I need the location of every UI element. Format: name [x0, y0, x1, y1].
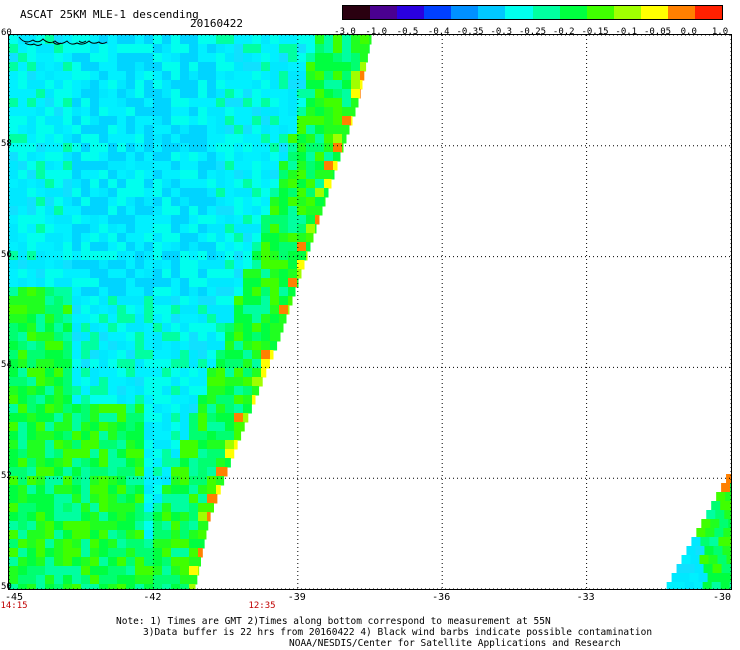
map-plot[interactable] [8, 34, 732, 590]
color-scale-swatch [451, 6, 479, 19]
longitude-tick-label: -45 [4, 592, 24, 603]
color-scale-tick-label: -0.05 [643, 27, 672, 37]
swath-cells [9, 35, 372, 589]
color-scale-swatch [586, 6, 614, 19]
longitude-tick-label: -30 [712, 592, 732, 603]
coastline [18, 36, 108, 46]
color-scale-swatch [613, 6, 641, 19]
color-scale-bar [342, 5, 723, 20]
color-scale-tick-label: -0.1 [615, 27, 638, 37]
color-scale-tick-label: 1.0 [711, 27, 729, 37]
map-date: 20160422 [190, 17, 243, 30]
latitude-tick-label: 58 [1, 138, 12, 149]
latitude-tick-label: 56 [1, 249, 12, 260]
color-scale-tick-label: -0.3 [490, 27, 513, 37]
latitude-tick-label: 54 [1, 360, 12, 371]
color-scale-swatch [559, 6, 587, 19]
color-scale-tick-label: -0.4 [427, 27, 450, 37]
color-scale-swatch [640, 6, 668, 19]
color-scale-tick-label: -0.15 [581, 27, 609, 37]
longitude-tick-label: -36 [432, 592, 451, 603]
color-scale-tick-label: -0.25 [518, 27, 547, 37]
color-scale-swatch [505, 6, 533, 19]
color-scale-tick-label: -0.35 [456, 27, 484, 37]
color-scale-swatch [343, 6, 371, 19]
color-scale-swatch [370, 6, 398, 19]
graticule [9, 35, 731, 589]
color-scale-tick-label: -0.5 [396, 27, 419, 37]
color-scale-tick-label: -1.0 [365, 27, 388, 37]
pass-time-label: 14:15 [0, 601, 28, 611]
longitude-tick-label: -33 [576, 592, 595, 603]
color-scale-swatch [695, 6, 723, 19]
color-scale-swatch [397, 6, 425, 19]
color-scale-tick-label: -3.0 [334, 27, 356, 37]
pass-time-label: 12:35 [248, 601, 276, 611]
swath-image [9, 35, 731, 589]
latitude-tick-label: 50 [1, 582, 12, 592]
latitude-tick-label: 52 [1, 471, 12, 482]
swath-cells-east [666, 474, 731, 589]
color-scale-swatch [424, 6, 452, 19]
note-line-2: 3)Data buffer is 22 hrs from 20160422 4)… [143, 627, 653, 638]
color-scale-swatch [478, 6, 506, 19]
credit-line: NOAA/NESDIS/Center for Satellite Applica… [289, 638, 621, 649]
longitude-tick-label: -39 [287, 592, 306, 603]
map-title: ASCAT 25KM MLE-1 descending [20, 8, 199, 21]
color-scale-tick-label: -0.2 [552, 27, 575, 37]
latitude-tick-label: 60 [1, 28, 12, 38]
longitude-tick-label: -42 [143, 592, 162, 603]
color-scale-swatch [667, 6, 696, 19]
color-scale-tick-label: 0.0 [680, 27, 697, 37]
color-scale-swatch [532, 6, 560, 19]
note-line-1: Note: 1) Times are GMT 2)Times along bot… [116, 616, 551, 627]
